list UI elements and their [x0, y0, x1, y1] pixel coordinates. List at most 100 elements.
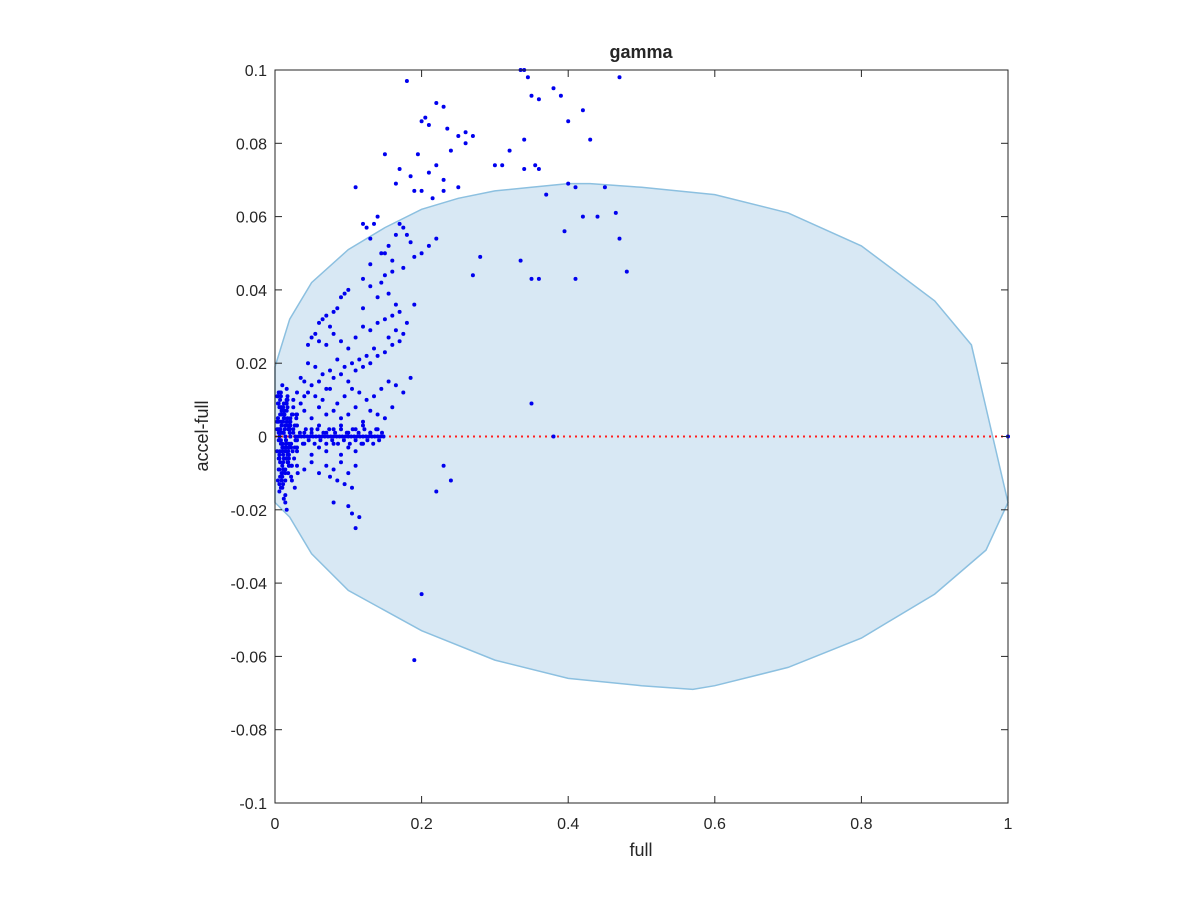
scatter-point [343, 434, 348, 439]
scatter-point [382, 251, 387, 256]
scatter-point [285, 405, 290, 410]
scatter-point [331, 408, 336, 413]
scatter-point [300, 441, 305, 446]
scatter-point [426, 123, 431, 127]
scatter-point [463, 141, 468, 146]
scatter-point [441, 188, 446, 193]
scatter-point [397, 167, 402, 171]
scatter-point [375, 320, 380, 325]
scatter-point [288, 434, 293, 439]
scatter-point [470, 134, 475, 138]
scatter-point [353, 185, 358, 190]
scatter-point [339, 452, 343, 457]
scatter-point [275, 449, 280, 454]
scatter-point [379, 386, 384, 391]
scatter-point [295, 449, 299, 454]
scatter-point [302, 394, 307, 399]
scatter-point [306, 390, 310, 395]
scatter-point [324, 449, 329, 454]
scatter-point [335, 401, 340, 406]
scatter-point [382, 317, 387, 322]
scatter-point [283, 500, 288, 505]
scatter-point [324, 313, 329, 318]
scatter-point [281, 408, 286, 413]
scatter-point [291, 397, 296, 402]
scatter-point [331, 434, 336, 439]
scatter-point [331, 427, 336, 432]
scatter-point [275, 394, 280, 399]
scatter-point [372, 394, 376, 399]
scatter-point [386, 291, 391, 296]
scatter-point [331, 331, 336, 336]
scatter-point [324, 441, 329, 446]
scatter-point [282, 467, 287, 472]
scatter-point [353, 449, 358, 454]
scatter-point [276, 467, 281, 472]
scatter-point [347, 441, 352, 446]
scatter-point [339, 295, 343, 300]
scatter-point [419, 592, 424, 597]
scatter-point [308, 434, 313, 439]
scatter-point [415, 152, 420, 157]
x-axis-label: full [629, 840, 652, 860]
scatter-point [328, 434, 333, 439]
scatter-point [327, 427, 332, 432]
scatter-point [393, 328, 398, 333]
scatter-point [289, 478, 294, 483]
scatter-point [277, 452, 282, 457]
scatter-point [381, 434, 386, 439]
scatter-point [331, 441, 336, 446]
scatter-point [352, 434, 357, 439]
scatter-point [309, 460, 314, 465]
scatter-point [324, 463, 329, 468]
scatter-point [275, 401, 280, 406]
scatter-point [312, 441, 317, 446]
scatter-point [441, 104, 446, 109]
scatter-point [379, 280, 384, 285]
scatter-point [434, 163, 439, 168]
scatter-point [500, 163, 505, 168]
scatter-point [296, 434, 301, 439]
y-tick-label: 0.02 [236, 356, 267, 373]
scatter-point [276, 438, 281, 443]
scatter-point [282, 412, 287, 417]
scatter-point [346, 346, 351, 351]
chart-title: gamma [609, 42, 673, 62]
scatter-point [330, 438, 335, 443]
scatter-point [544, 192, 549, 197]
scatter-point [317, 434, 321, 439]
scatter-point [309, 452, 314, 457]
scatter-point [366, 434, 371, 439]
scatter-point [353, 427, 358, 432]
x-axis-ticks: 0 0.2 0.4 0.6 0.8 1 [271, 70, 1013, 833]
scatter-point [368, 430, 373, 435]
scatter-point [393, 181, 398, 186]
scatter-point [346, 445, 351, 450]
scatter-point [309, 427, 314, 432]
scatter-point [342, 482, 347, 487]
scatter-point [284, 445, 288, 450]
scatter-point [324, 386, 329, 391]
scatter-point [275, 416, 280, 421]
scatter-point [339, 427, 343, 432]
scatter-point [346, 412, 351, 417]
scatter-point [355, 434, 360, 439]
scatter-point [404, 320, 409, 325]
scatter-point [283, 493, 288, 498]
scatter-point [305, 434, 310, 439]
scatter-point [408, 240, 413, 245]
x-tick-label: 0.8 [850, 816, 872, 833]
scatter-point [364, 225, 369, 230]
scatter-point [397, 309, 402, 314]
scatter-point [317, 379, 321, 384]
scatter-point [306, 361, 310, 366]
scatter-point [397, 339, 402, 344]
scatter-point [291, 405, 296, 410]
scatter-point [595, 214, 600, 219]
scatter-point [342, 291, 347, 296]
scatter-point [346, 434, 351, 439]
scatter-point [368, 284, 373, 289]
scatter-point [368, 361, 373, 366]
scatter-point [331, 309, 336, 314]
scatter-point [404, 79, 409, 83]
